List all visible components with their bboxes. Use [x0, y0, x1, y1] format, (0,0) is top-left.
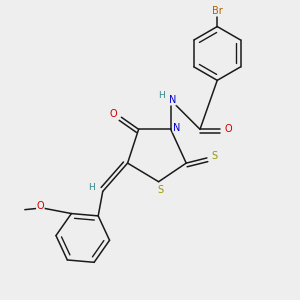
Text: S: S [157, 185, 164, 195]
Text: N: N [173, 123, 181, 133]
Text: O: O [37, 201, 44, 211]
Text: N: N [169, 95, 176, 105]
Text: S: S [212, 151, 218, 161]
Text: O: O [110, 110, 118, 119]
Text: H: H [88, 183, 95, 192]
Text: Br: Br [212, 6, 223, 16]
Text: O: O [225, 124, 232, 134]
Text: H: H [158, 92, 164, 100]
